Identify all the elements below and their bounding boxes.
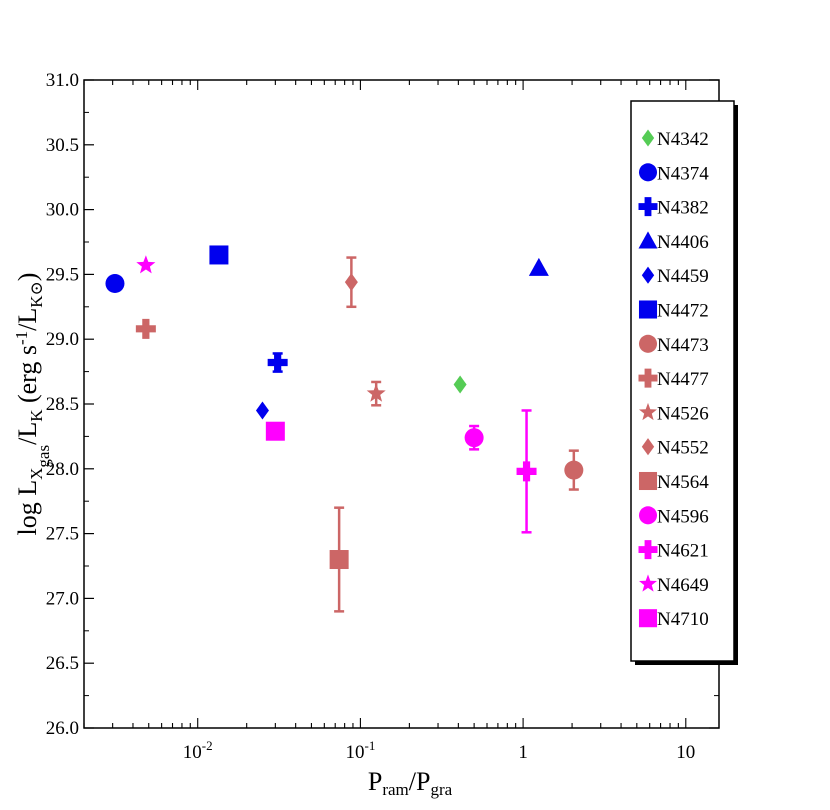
x-tick-label: 1	[518, 742, 528, 763]
legend-label-n4621: N4621	[657, 541, 709, 562]
y-tick-label: 26.0	[46, 718, 79, 739]
legend-marker-n4710	[638, 609, 658, 628]
legend-label-n4473: N4473	[657, 335, 709, 356]
point-n4710	[265, 421, 285, 441]
legend-label-n4459: N4459	[657, 266, 709, 287]
ticks-layer: 26.0 26.5 27.0 27.5 28.0 28.5 29.0 29.5 30.0 30.5…	[46, 70, 719, 763]
legend-marker-n4477	[638, 368, 658, 388]
legend-label-n4374: N4374	[657, 163, 709, 184]
point-n4649	[136, 255, 156, 274]
legend-marker-n4459	[641, 266, 655, 284]
legend-marker-n4621	[638, 540, 658, 560]
legend-marker-n4382	[638, 197, 658, 217]
y-tick-label: 30.0	[46, 200, 79, 221]
legend-marker-n4472	[638, 300, 658, 319]
point-n4406	[528, 257, 549, 276]
point-n4473	[564, 460, 584, 480]
y-tick-label: 28.5	[46, 394, 79, 415]
legend-label-n4564: N4564	[657, 472, 709, 493]
legend-marker-n4473	[638, 334, 658, 353]
legend-label-n4472: N4472	[657, 301, 709, 322]
errors-layer	[270, 256, 579, 613]
y-tick-label: 27.0	[46, 588, 79, 609]
y-tick-label: 27.5	[46, 524, 79, 545]
y-tick-label: 29.0	[46, 329, 79, 350]
legend-label-n4382: N4382	[657, 198, 709, 219]
legend-marker-n4342	[641, 129, 655, 147]
legend-label-n4477: N4477	[657, 369, 709, 390]
legend-label-n4526: N4526	[657, 403, 709, 424]
point-n4552	[344, 273, 358, 292]
legend-label-n4649: N4649	[657, 575, 709, 596]
legend-marker-n4406	[638, 231, 658, 249]
legend-marker-n4552	[641, 438, 655, 456]
plot-frame	[83, 79, 720, 729]
x-axis-label: Pram/Pgra	[368, 767, 453, 799]
points-layer	[105, 245, 584, 570]
y-tick-label: 30.5	[46, 135, 79, 156]
point-n4382	[267, 352, 288, 373]
legend: N4342 N4374 N4382 N4406 N4459 N4472 N4473 N4477…	[638, 129, 709, 630]
x-tick-label: 10-1	[345, 738, 375, 763]
y-tick-label: 29.5	[46, 264, 79, 285]
point-n4526	[366, 383, 386, 402]
legend-label-n4552: N4552	[657, 438, 709, 459]
legend-marker-n4596	[638, 506, 658, 525]
point-n4459	[255, 401, 269, 420]
y-tick-label: 26.5	[46, 653, 79, 674]
point-n4564	[329, 550, 349, 570]
point-n4621	[516, 461, 537, 482]
y-tick-label: 28.0	[46, 459, 79, 480]
legend-label-n4710: N4710	[657, 609, 709, 630]
point-n4374	[105, 273, 125, 293]
legend-marker-n4564	[638, 471, 658, 491]
point-n4342	[453, 375, 467, 394]
legend-marker-n4649	[639, 574, 657, 592]
legend-label-n4406: N4406	[657, 232, 709, 253]
x-tick-label: 10	[676, 742, 695, 763]
point-n4596	[464, 428, 484, 448]
legend-label-n4342: N4342	[657, 129, 709, 150]
x-tick-label: 10-2	[183, 738, 213, 763]
y-axis-label: log LXgas/LK (erg s-1/LK⊙)	[12, 273, 53, 536]
legend-label-n4596: N4596	[657, 506, 709, 527]
point-n4477	[135, 318, 156, 339]
y-tick-label: 31.0	[46, 70, 79, 91]
legend-marker-n4526	[639, 402, 657, 421]
point-n4472	[209, 245, 229, 265]
legend-marker-n4374	[638, 163, 658, 182]
